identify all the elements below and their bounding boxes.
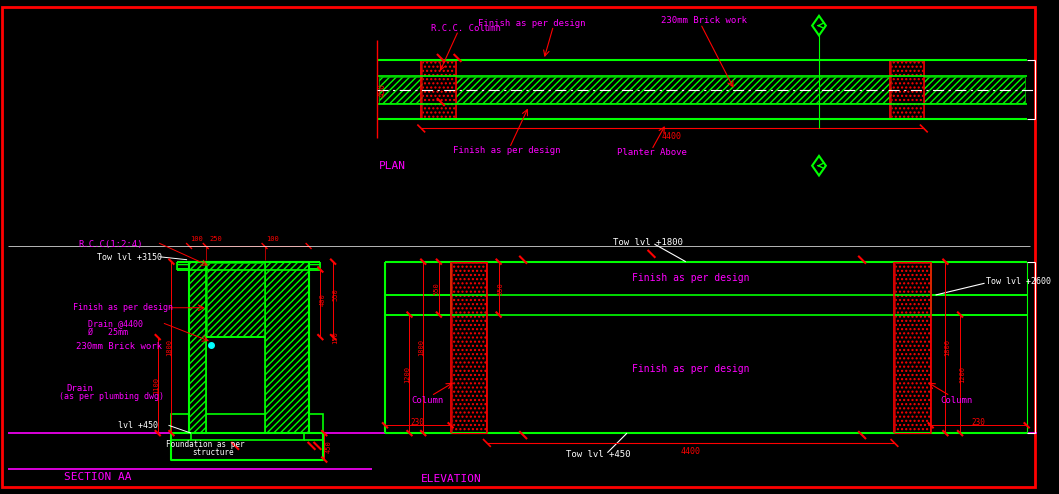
- Text: 1800: 1800: [945, 339, 950, 356]
- Text: Finish as per design: Finish as per design: [73, 303, 174, 312]
- Text: Ø   25mm: Ø 25mm: [88, 328, 128, 337]
- Text: Finish as per design: Finish as per design: [632, 273, 750, 284]
- Text: R.C.C. Column: R.C.C. Column: [431, 24, 501, 33]
- Bar: [190, 262, 205, 433]
- Text: 230mm Brick work: 230mm Brick work: [661, 16, 748, 25]
- Text: (as per plumbing dwg): (as per plumbing dwg): [59, 392, 164, 402]
- Text: Column: Column: [412, 396, 444, 405]
- Text: Finish as per design: Finish as per design: [478, 19, 586, 28]
- Bar: [890, 60, 923, 119]
- Text: 150: 150: [333, 331, 338, 343]
- Bar: [423, 61, 454, 118]
- Text: structure: structure: [193, 448, 234, 457]
- Text: 1200: 1200: [405, 366, 411, 383]
- Text: 550: 550: [333, 288, 338, 301]
- Bar: [896, 263, 930, 432]
- Text: SECTION AA: SECTION AA: [64, 472, 131, 482]
- Text: 450: 450: [325, 441, 331, 453]
- Bar: [265, 262, 308, 433]
- Text: 250: 250: [210, 236, 222, 242]
- Text: 230: 230: [972, 418, 986, 427]
- Text: 100: 100: [267, 236, 280, 242]
- Text: 1100: 1100: [152, 376, 159, 394]
- Text: 230mm Brick work: 230mm Brick work: [76, 342, 162, 351]
- Text: Finish as per design: Finish as per design: [632, 365, 750, 374]
- Text: 1200: 1200: [959, 366, 965, 383]
- Text: Drain @4400: Drain @4400: [88, 319, 143, 328]
- Text: 1800: 1800: [418, 339, 425, 356]
- Text: 4400: 4400: [681, 447, 701, 456]
- Text: Tow lvl +450: Tow lvl +450: [567, 450, 631, 459]
- Bar: [421, 60, 455, 119]
- Text: 550: 550: [498, 282, 504, 294]
- Text: 400: 400: [320, 293, 325, 306]
- Text: 450: 450: [378, 83, 387, 97]
- Text: Planter Above: Planter Above: [617, 149, 687, 158]
- Bar: [891, 61, 922, 118]
- Text: 1800: 1800: [166, 339, 173, 356]
- Bar: [379, 77, 1025, 103]
- Text: PLAN: PLAN: [379, 161, 407, 171]
- Bar: [207, 263, 264, 336]
- Bar: [172, 413, 323, 459]
- Text: ELEVATION: ELEVATION: [421, 474, 482, 484]
- Text: 4400: 4400: [662, 132, 682, 141]
- Text: 550: 550: [434, 282, 439, 294]
- Text: Column: Column: [940, 396, 973, 405]
- Text: Tow lvl +1800: Tow lvl +1800: [613, 238, 683, 247]
- Bar: [205, 262, 265, 337]
- Bar: [451, 263, 486, 432]
- Text: R.C.C(1:2:4): R.C.C(1:2:4): [78, 240, 143, 248]
- Text: Foundation as per: Foundation as per: [166, 440, 245, 450]
- Text: 230: 230: [411, 418, 425, 427]
- Text: Drain: Drain: [67, 383, 93, 393]
- Text: 100: 100: [190, 236, 203, 242]
- Bar: [177, 262, 321, 270]
- Text: Finish as per design: Finish as per design: [452, 146, 560, 155]
- Text: lvl +450: lvl +450: [118, 421, 158, 430]
- Text: Tow lvl +2600: Tow lvl +2600: [986, 277, 1051, 286]
- Bar: [191, 433, 304, 440]
- Text: Tow lvl +3150: Tow lvl +3150: [96, 253, 162, 262]
